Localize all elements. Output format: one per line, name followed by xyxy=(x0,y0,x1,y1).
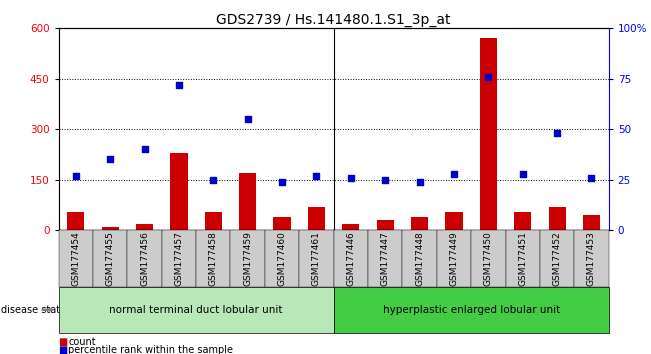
Bar xyxy=(549,207,566,230)
Text: GSM177453: GSM177453 xyxy=(587,231,596,286)
Bar xyxy=(342,224,359,230)
Bar xyxy=(411,217,428,230)
Point xyxy=(208,177,219,183)
Text: ■: ■ xyxy=(59,337,68,347)
Text: GSM177451: GSM177451 xyxy=(518,231,527,286)
Bar xyxy=(514,212,531,230)
Text: GSM177454: GSM177454 xyxy=(71,231,80,286)
Point xyxy=(346,175,356,181)
Point xyxy=(518,171,528,176)
Point xyxy=(483,74,493,80)
Text: percentile rank within the sample: percentile rank within the sample xyxy=(68,345,233,354)
Text: GSM177449: GSM177449 xyxy=(449,231,458,286)
Point xyxy=(449,171,459,176)
Bar xyxy=(171,153,187,230)
Point xyxy=(311,173,322,178)
Text: ■: ■ xyxy=(59,345,68,354)
Bar xyxy=(583,215,600,230)
Bar xyxy=(204,212,222,230)
Text: GSM177455: GSM177455 xyxy=(105,231,115,286)
Point xyxy=(415,179,425,184)
Bar xyxy=(67,212,85,230)
Text: GSM177457: GSM177457 xyxy=(174,231,184,286)
Text: GSM177448: GSM177448 xyxy=(415,231,424,286)
Bar xyxy=(136,224,153,230)
Text: GSM177447: GSM177447 xyxy=(381,231,390,286)
Text: GSM177460: GSM177460 xyxy=(277,231,286,286)
Text: GSM177450: GSM177450 xyxy=(484,231,493,286)
Point xyxy=(587,175,597,181)
Bar xyxy=(377,220,394,230)
Point xyxy=(277,179,287,184)
Text: GSM177458: GSM177458 xyxy=(209,231,218,286)
Point xyxy=(105,156,115,162)
Bar xyxy=(308,207,325,230)
Bar xyxy=(480,38,497,230)
Text: disease state: disease state xyxy=(1,305,66,315)
Point xyxy=(552,130,562,136)
Bar xyxy=(445,212,463,230)
Point xyxy=(174,82,184,88)
Title: GDS2739 / Hs.141480.1.S1_3p_at: GDS2739 / Hs.141480.1.S1_3p_at xyxy=(216,13,451,27)
Point xyxy=(242,116,253,122)
Bar xyxy=(273,217,290,230)
Bar xyxy=(102,227,118,230)
Text: normal terminal duct lobular unit: normal terminal duct lobular unit xyxy=(109,305,283,315)
Text: hyperplastic enlarged lobular unit: hyperplastic enlarged lobular unit xyxy=(383,305,560,315)
Text: GSM177446: GSM177446 xyxy=(346,231,355,286)
Point xyxy=(380,177,391,183)
Point xyxy=(70,173,81,178)
Text: GSM177459: GSM177459 xyxy=(243,231,252,286)
Text: GSM177452: GSM177452 xyxy=(553,231,562,286)
Text: GSM177456: GSM177456 xyxy=(140,231,149,286)
Bar xyxy=(239,173,256,230)
Text: count: count xyxy=(68,337,96,347)
Point xyxy=(139,147,150,152)
Text: GSM177461: GSM177461 xyxy=(312,231,321,286)
